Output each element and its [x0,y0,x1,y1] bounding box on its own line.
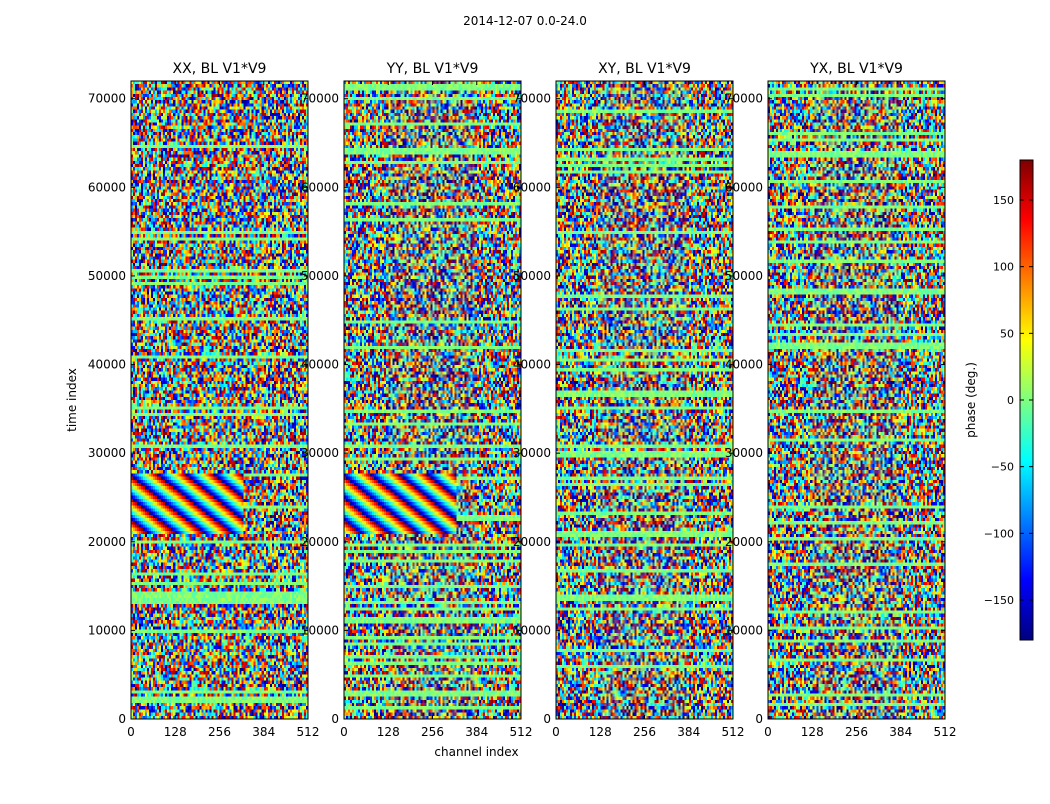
x-tick-label: 512 [510,725,533,739]
x-tick-label: 256 [845,725,868,739]
y-tick-label: 60000 [301,180,339,194]
y-tick-label: 40000 [88,358,126,372]
x-tick-label: 0 [764,725,772,739]
y-tick-label: 20000 [301,535,339,549]
colorbar-tick-label: −150 [984,594,1014,607]
colorbar-tick-label: 150 [993,194,1014,207]
y-tick-label: 60000 [725,180,763,194]
y-tick-label: 0 [118,712,126,726]
y-tick-label: 20000 [88,535,126,549]
x-tick-label: 128 [801,725,824,739]
x-tick-label: 512 [934,725,957,739]
colorbar-tick-label: 50 [1000,327,1014,340]
heatmap-image [131,81,308,719]
y-tick-label: 50000 [513,269,551,283]
panel-title: YY, BL V1*V9 [386,61,479,77]
y-tick-label: 30000 [301,446,339,460]
x-tick-label: 128 [164,725,187,739]
y-tick-label: 0 [543,712,551,726]
y-tick-label: 10000 [301,623,339,637]
y-tick-label: 70000 [301,92,339,106]
y-tick-label: 50000 [301,269,339,283]
y-tick-label: 70000 [725,92,763,106]
y-axis-label: time index [65,368,79,432]
panel-title: YX, BL V1*V9 [809,61,903,77]
y-tick-label: 10000 [88,623,126,637]
colorbar-tick-label: 0 [1007,394,1014,407]
x-tick-label: 384 [252,725,275,739]
colorbar-tick-label: −50 [991,461,1014,474]
y-tick-label: 30000 [725,446,763,460]
panel-title: XY, BL V1*V9 [598,61,691,77]
figure-title: 2014-12-07 0.0-24.0 [463,14,587,28]
y-tick-label: 60000 [88,180,126,194]
x-tick-label: 512 [297,725,320,739]
y-tick-label: 60000 [513,180,551,194]
y-tick-label: 0 [755,712,763,726]
y-tick-label: 50000 [725,269,763,283]
x-tick-label: 512 [722,725,745,739]
y-tick-label: 20000 [513,535,551,549]
x-axis-label: channel index [434,745,518,759]
x-tick-label: 384 [889,725,912,739]
heatmap-image [768,81,945,719]
y-tick-label: 0 [331,712,339,726]
heatmap-image [556,81,733,719]
x-tick-label: 256 [633,725,656,739]
y-tick-label: 10000 [513,623,551,637]
y-tick-label: 40000 [301,358,339,372]
heatmap-image [344,81,521,719]
y-tick-label: 30000 [88,446,126,460]
y-tick-label: 30000 [513,446,551,460]
x-tick-label: 128 [589,725,612,739]
x-tick-label: 256 [421,725,444,739]
x-tick-label: 0 [552,725,560,739]
y-tick-label: 50000 [88,269,126,283]
x-tick-label: 128 [377,725,400,739]
colorbar-label: phase (deg.) [964,362,978,438]
panel-title: XX, BL V1*V9 [173,61,267,77]
y-tick-label: 40000 [725,358,763,372]
y-tick-label: 70000 [88,92,126,106]
x-tick-label: 384 [677,725,700,739]
colorbar-tick-label: 100 [993,261,1014,274]
x-tick-label: 256 [208,725,231,739]
x-tick-label: 0 [127,725,135,739]
colorbar-tick-label: −100 [984,527,1014,540]
y-tick-label: 40000 [513,358,551,372]
y-tick-label: 20000 [725,535,763,549]
x-tick-label: 0 [340,725,348,739]
y-tick-label: 10000 [725,623,763,637]
y-tick-label: 70000 [513,92,551,106]
x-tick-label: 384 [465,725,488,739]
